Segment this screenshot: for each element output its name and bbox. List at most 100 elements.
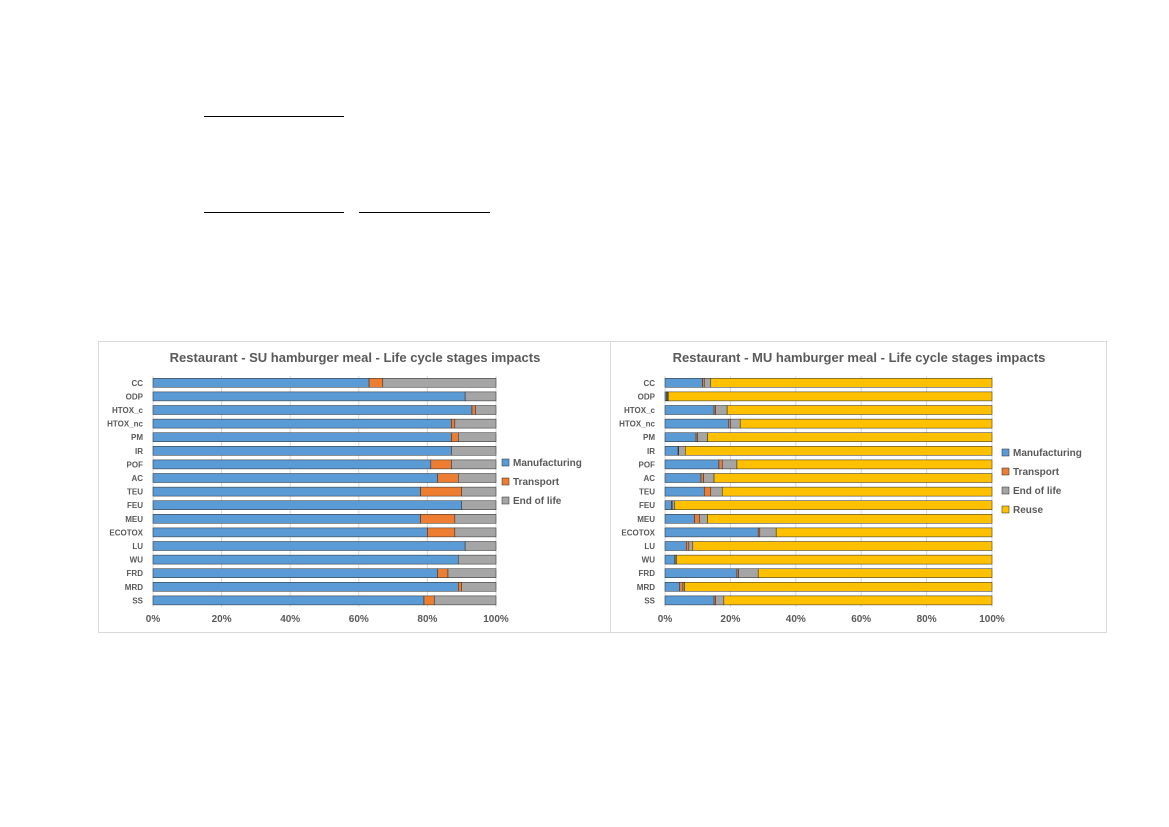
legend-swatch bbox=[501, 458, 510, 467]
legend-swatch bbox=[501, 496, 510, 505]
chart-title: Restaurant - SU hamburger meal - Life cy… bbox=[170, 350, 541, 365]
bar-segment bbox=[710, 378, 993, 388]
category-label: CC bbox=[131, 379, 143, 388]
legend-label: Manufacturing bbox=[513, 458, 582, 469]
x-tick-label: 60% bbox=[349, 614, 369, 625]
bar-segment bbox=[152, 568, 438, 578]
category-label: SS bbox=[644, 596, 655, 605]
bar-segment bbox=[664, 446, 679, 456]
chart-title: Restaurant - MU hamburger meal - Life cy… bbox=[673, 350, 1046, 365]
bar-segment bbox=[152, 500, 462, 510]
bar-segment bbox=[434, 595, 497, 606]
category-label: ODP bbox=[638, 392, 656, 401]
category-label: HTOX_c bbox=[624, 406, 656, 415]
bar-segment bbox=[718, 459, 723, 470]
category-label: ODP bbox=[126, 392, 144, 401]
bar-segment bbox=[664, 541, 687, 551]
bar-segment bbox=[684, 582, 993, 592]
bar-segment bbox=[152, 554, 459, 565]
x-tick-label: 20% bbox=[212, 614, 232, 625]
legend-swatch bbox=[1001, 505, 1010, 514]
category-label: MEU bbox=[125, 515, 143, 524]
bar-segment bbox=[427, 527, 456, 538]
bar-segment bbox=[152, 541, 466, 551]
bar-segment bbox=[152, 582, 459, 592]
bar-segment bbox=[721, 459, 738, 470]
category-label: FEU bbox=[127, 501, 143, 510]
bar-segment bbox=[664, 527, 759, 538]
legend-swatch bbox=[501, 477, 510, 486]
bar-segment bbox=[676, 554, 993, 565]
bar-segment bbox=[715, 405, 728, 415]
bar-segment bbox=[152, 595, 425, 606]
bar-segment bbox=[713, 473, 993, 483]
bar-segment bbox=[738, 568, 759, 578]
bar-segment bbox=[454, 418, 497, 429]
category-label: IR bbox=[647, 447, 655, 456]
x-tick-label: 0% bbox=[658, 614, 673, 625]
bar-segment bbox=[464, 541, 497, 551]
bar-segment bbox=[451, 418, 456, 429]
bar-segment bbox=[664, 582, 680, 592]
bar-segment bbox=[461, 486, 497, 497]
category-label: WU bbox=[642, 556, 656, 565]
bar-segment bbox=[458, 582, 462, 592]
bar-segment bbox=[664, 432, 697, 442]
bar-segment bbox=[685, 446, 993, 456]
x-tick-label: 100% bbox=[483, 614, 509, 625]
chart-su-hamburger: Restaurant - SU hamburger meal - Life cy… bbox=[98, 341, 611, 633]
bar-segment bbox=[454, 514, 497, 524]
bar-segment bbox=[759, 527, 777, 538]
bar-segment bbox=[475, 405, 497, 415]
x-tick-label: 20% bbox=[720, 614, 740, 625]
bar-segment bbox=[678, 446, 686, 456]
bar-segment bbox=[668, 391, 993, 402]
category-label: HTOX_c bbox=[112, 406, 144, 415]
bar-segment bbox=[730, 418, 741, 429]
bar-segment bbox=[671, 500, 676, 510]
category-label: POF bbox=[639, 460, 656, 469]
bar-segment bbox=[664, 459, 720, 470]
bar-segment bbox=[707, 514, 993, 524]
bar-segment bbox=[674, 500, 993, 510]
bar-segment bbox=[710, 486, 723, 497]
category-label: CC bbox=[643, 379, 655, 388]
bar-segment bbox=[458, 473, 497, 483]
legend-label: End of life bbox=[513, 496, 562, 507]
category-label: LU bbox=[644, 542, 655, 551]
bar-segment bbox=[664, 418, 730, 429]
underline-rule-2 bbox=[204, 212, 344, 213]
category-label: AC bbox=[131, 474, 143, 483]
underline-rule-1 bbox=[204, 116, 344, 117]
bar-segment bbox=[739, 418, 993, 429]
legend-swatch bbox=[1001, 486, 1010, 495]
category-label: TEU bbox=[127, 488, 143, 497]
bar-segment bbox=[697, 432, 708, 442]
bar-segment bbox=[721, 486, 993, 497]
bar-segment bbox=[664, 378, 703, 388]
category-label: ECOTOX bbox=[621, 528, 655, 537]
bar-segment bbox=[152, 432, 452, 442]
bar-segment bbox=[451, 459, 497, 470]
legend-label: Transport bbox=[513, 477, 560, 488]
bar-segment bbox=[437, 568, 449, 578]
bar-segment bbox=[152, 378, 370, 388]
category-label: AC bbox=[643, 474, 655, 483]
bar-segment bbox=[420, 514, 456, 524]
category-label: SS bbox=[132, 596, 143, 605]
bar-segment bbox=[464, 391, 497, 402]
bar-segment bbox=[703, 473, 715, 483]
bar-segment bbox=[664, 405, 715, 415]
category-label: MRD bbox=[637, 583, 655, 592]
bar-segment bbox=[703, 378, 712, 388]
x-tick-label: 40% bbox=[280, 614, 300, 625]
bar-segment bbox=[152, 473, 438, 483]
x-tick-label: 0% bbox=[146, 614, 161, 625]
bar-segment bbox=[707, 432, 993, 442]
bar-segment bbox=[152, 527, 428, 538]
bar-segment bbox=[152, 459, 432, 470]
x-tick-label: 100% bbox=[979, 614, 1005, 625]
bar-segment bbox=[458, 432, 497, 442]
category-label: MEU bbox=[637, 515, 655, 524]
category-label: PM bbox=[131, 433, 143, 442]
